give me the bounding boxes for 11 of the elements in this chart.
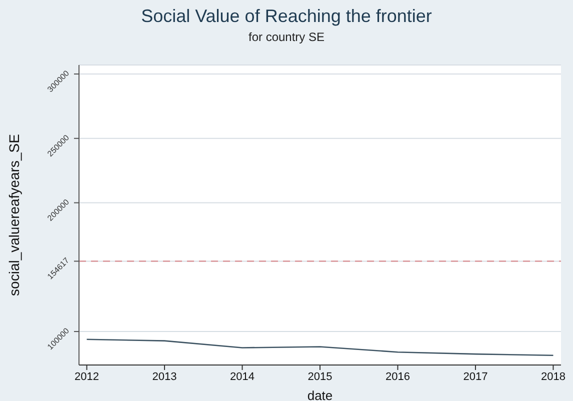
x-tick-label: 2013 (152, 370, 177, 383)
chart-subtitle: for country SE (247, 30, 326, 44)
x-tick-label: 2012 (74, 370, 100, 383)
x-tick-label: 2015 (308, 370, 332, 383)
x-tick-label: 2018 (540, 370, 566, 383)
x-tick-label: 2017 (463, 370, 488, 383)
chart-title: Social Value of Reaching the frontier (140, 6, 433, 27)
y-axis-title: social_valuereafyears_SE (6, 134, 22, 296)
x-tick-label: 2016 (386, 370, 410, 383)
x-tick-label: 2014 (230, 370, 254, 383)
x-axis-title: date (307, 388, 333, 401)
